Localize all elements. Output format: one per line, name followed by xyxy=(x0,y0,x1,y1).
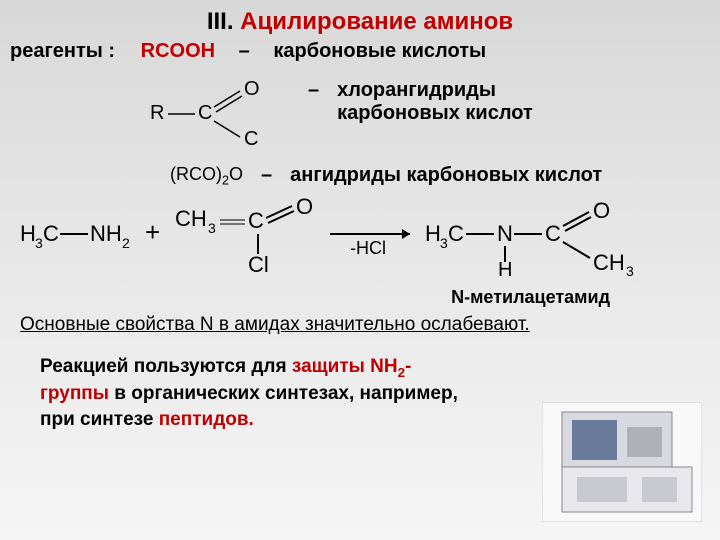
basicity-text: Основные свойства N в амидах значительно… xyxy=(0,308,720,336)
struct-R: R xyxy=(150,102,164,124)
svg-text:3: 3 xyxy=(440,235,448,251)
svg-text:3: 3 xyxy=(626,263,634,276)
reaction-scheme: H 3 C NH 2 + CH 3 C O Cl -HCl H 3 C N H … xyxy=(0,188,720,281)
svg-text:O: O xyxy=(296,196,313,219)
karb-text: карбоновые кислоты xyxy=(273,40,486,62)
osnov-p1: Осн xyxy=(20,314,55,335)
struct-Cl: C xyxy=(244,128,258,149)
svg-text:H: H xyxy=(20,221,36,246)
reagents-label: реагенты : xyxy=(10,40,115,62)
svg-text:CH: CH xyxy=(593,250,625,275)
svg-text:O: O xyxy=(593,198,610,223)
svg-text:N: N xyxy=(497,221,513,246)
rco2o-sub: 2 xyxy=(222,174,229,188)
bt1: Реакцией пользуются для xyxy=(40,356,292,377)
dash2: – xyxy=(308,79,319,102)
svg-text:-HCl: -HCl xyxy=(350,238,386,258)
svg-text:C: C xyxy=(448,221,464,246)
svg-text:+: + xyxy=(145,217,160,247)
svg-text:H: H xyxy=(425,221,441,246)
row3: (RCO)2O – ангидриды карбоновых кислот xyxy=(0,154,720,188)
svg-text:C: C xyxy=(43,221,59,246)
struct-O: O xyxy=(244,79,260,100)
instrument-image xyxy=(542,402,702,522)
row2-text: хлорангидриды карбоновых кислот xyxy=(337,79,617,125)
title-text: Ацилирование аминов xyxy=(240,8,513,35)
svg-text:H: H xyxy=(498,259,512,276)
anhydride-formula: (RCO)2O xyxy=(170,164,243,188)
svg-text:Cl: Cl xyxy=(248,252,269,276)
bottom-text: Реакцией пользуются для защиты NH2-групп… xyxy=(0,336,480,433)
acyl-chloride-structure: R C O C xyxy=(140,79,290,154)
svg-text:C: C xyxy=(545,221,561,246)
title-roman: III. xyxy=(207,8,234,35)
bt5: пептидов. xyxy=(159,409,254,430)
dash1: – xyxy=(239,40,250,62)
row3-text: ангидриды карбоновых кислот xyxy=(290,164,602,187)
svg-text:C: C xyxy=(248,208,264,233)
reagents-line: реагенты : RCOOH – карбоновые кислоты xyxy=(0,36,720,63)
svg-text:2: 2 xyxy=(122,235,130,251)
struct-C: C xyxy=(198,102,212,124)
svg-text:3: 3 xyxy=(35,235,43,251)
product-name: N-метилацетамид xyxy=(0,287,720,308)
rco2o-p1: (RCO) xyxy=(170,164,222,184)
svg-text:NH: NH xyxy=(90,221,122,246)
dash3: – xyxy=(261,164,272,187)
svg-text:3: 3 xyxy=(208,220,216,236)
rcooh: RCOOH xyxy=(141,40,215,62)
osnov-p3: вные свойства N в амидах значительно осл… xyxy=(65,314,529,335)
svg-text:CH: CH xyxy=(175,206,207,231)
osnov-p2: о xyxy=(55,314,66,335)
row2: R C O C – хлорангидриды карбоновых кисло… xyxy=(0,63,720,154)
rco2o-end: O xyxy=(229,164,243,184)
